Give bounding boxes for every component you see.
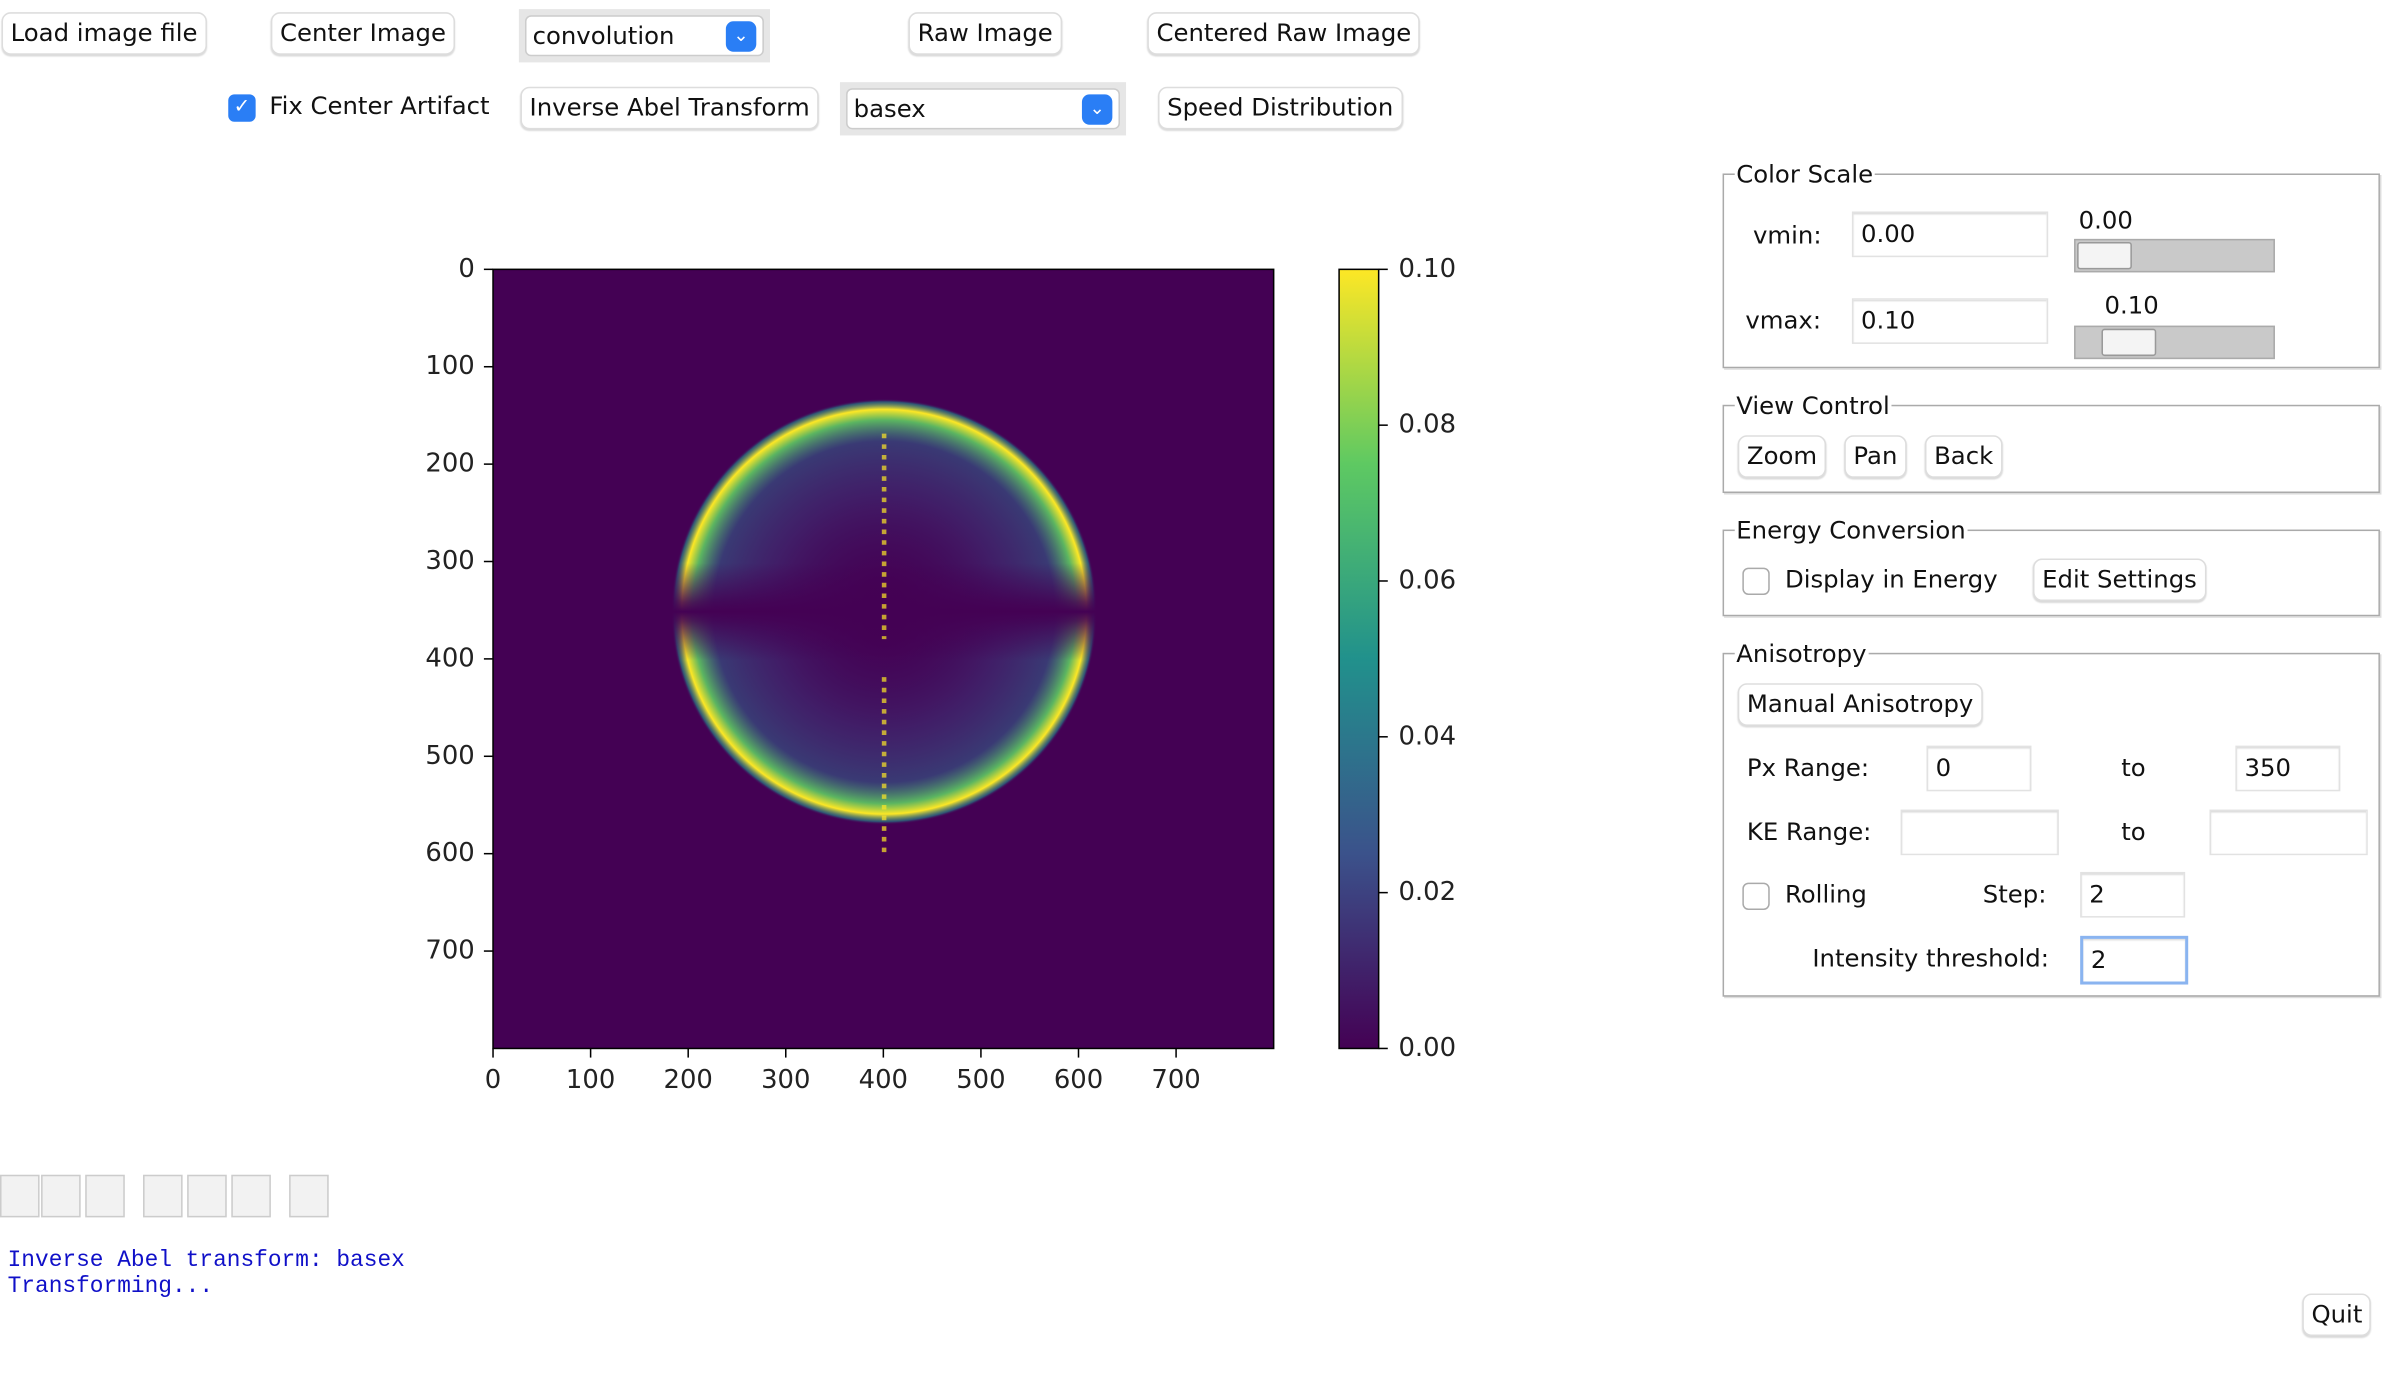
dropdown-value: basex	[853, 94, 926, 124]
colorbar	[1338, 268, 1380, 1050]
anisotropy-group: Anisotropy Manual Anisotropy Px Range: 0…	[1722, 639, 2380, 997]
vmax-input[interactable]: 0.10	[1851, 298, 2049, 344]
inverse-button[interactable]: Inverse Abel Transform	[520, 86, 819, 130]
checkbox[interactable]	[1742, 882, 1770, 910]
field-label: vmin:	[1752, 220, 1822, 250]
field-label: to	[2121, 753, 2146, 783]
x-tick-label: 700	[1151, 1065, 1200, 1095]
checkbox-label: Rolling	[1784, 879, 1867, 909]
x-tick-label: 100	[566, 1065, 615, 1095]
colorbar-tick-label: 0.08	[1398, 410, 1456, 440]
y-tick-label: 0	[458, 254, 474, 284]
chevron: ⌄	[1081, 94, 1113, 125]
image-band	[654, 563, 1111, 661]
y-tick-label: 400	[425, 643, 474, 673]
field-label: Px Range:	[1746, 753, 1870, 783]
y-tick-label: 700	[425, 936, 474, 966]
slider-thumb	[2077, 241, 2132, 270]
y-tick-label: 100	[425, 351, 474, 381]
colorbar-tick-label: 0.10	[1398, 254, 1456, 284]
back-button[interactable]: Back	[1924, 435, 2003, 478]
edit-settings-button[interactable]: Edit Settings	[2032, 558, 2207, 602]
group-title: Color Scale	[1734, 159, 1875, 189]
y-tick-label: 500	[425, 741, 474, 771]
colorbar-tick-label: 0.06	[1398, 565, 1456, 595]
dropdown-value: convolution	[532, 21, 675, 51]
toolbar-icon[interactable]	[289, 1174, 329, 1218]
y-tick-label: 200	[425, 449, 474, 479]
slider-thumb	[2101, 328, 2157, 357]
y-tick-label: 600	[425, 838, 474, 868]
threshold-input[interactable]: 2	[2080, 935, 2189, 985]
x-tick-label: 400	[859, 1065, 908, 1095]
checkbox[interactable]: ✓	[228, 94, 256, 122]
field-label: to	[2121, 817, 2146, 847]
toolbar-icon[interactable]	[231, 1174, 271, 1218]
raw-button[interactable]: Raw Image	[908, 12, 1062, 55]
checkbox-label: Display in Energy	[1784, 564, 1998, 594]
checkbox[interactable]	[1742, 567, 1770, 595]
toolbar-icon[interactable]	[0, 1174, 40, 1218]
toolbar-icon[interactable]	[85, 1174, 125, 1218]
quit-button[interactable]: Quit	[2302, 1293, 2372, 1337]
x-tick-label: 200	[664, 1065, 713, 1095]
y-tick-label: 300	[425, 546, 474, 576]
x-tick-label: 300	[761, 1065, 810, 1095]
group-title: Anisotropy	[1734, 639, 1869, 669]
chevron: ⌄	[725, 21, 757, 52]
toolbar-icon[interactable]	[41, 1174, 81, 1218]
ke-from-input[interactable]	[1900, 809, 2059, 856]
manual-anisotropy-button[interactable]: Manual Anisotropy	[1737, 683, 1983, 726]
slider-value: 0.00	[2078, 205, 2133, 235]
colorbar-tick-label: 0.00	[1398, 1033, 1456, 1063]
status-line: Inverse Abel transform: basex	[7, 1247, 405, 1274]
load-button[interactable]: Load image file	[1, 12, 207, 55]
speed-button[interactable]: Speed Distribution	[1158, 86, 1403, 130]
px-to-input[interactable]: 350	[2235, 745, 2341, 792]
field-label: Intensity threshold:	[1812, 943, 2049, 973]
x-tick-label: 500	[956, 1065, 1005, 1095]
colorbar-tick-label: 0.04	[1398, 721, 1456, 751]
px-from-input[interactable]: 0	[1926, 745, 2032, 792]
toolbar-icon[interactable]	[187, 1174, 227, 1218]
center-button[interactable]: Center Image	[270, 12, 456, 55]
dropdown-field: basex ⌄	[846, 88, 1120, 130]
energy-group: Energy Conversion Display in Energy Edit…	[1722, 515, 2380, 617]
colorbar-tick-label: 0.02	[1398, 877, 1456, 907]
center-method-dropdown[interactable]: convolution ⌄	[518, 9, 770, 63]
field-label: vmax:	[1745, 305, 1822, 335]
zoom-button[interactable]: Zoom	[1737, 435, 1827, 478]
x-tick-label: 0	[485, 1065, 501, 1095]
toolbar-icon[interactable]	[143, 1174, 183, 1218]
dropdown-field: convolution ⌄	[524, 15, 764, 57]
transform-method-dropdown[interactable]: basex ⌄	[839, 82, 1127, 136]
pan-button[interactable]: Pan	[1844, 435, 1907, 478]
field-label: KE Range:	[1746, 817, 1872, 847]
group-title: View Control	[1734, 391, 1892, 420]
view-control-group: View Control Zoom Pan Back	[1722, 391, 2380, 494]
ke-to-input[interactable]	[2209, 809, 2368, 856]
vmin-slider[interactable]	[2074, 238, 2275, 273]
slider-value: 0.10	[2104, 290, 2159, 320]
vmax-slider[interactable]	[2074, 325, 2275, 360]
field-label: Step:	[1982, 879, 2047, 909]
plot: 0 100 200 300 400 500 600 700 0 100 200 300 400 500 60…	[425, 254, 1456, 1095]
status-log: Inverse Abel transform: basex Transformi…	[8, 1248, 405, 1300]
step-input[interactable]: 2	[2080, 871, 2186, 918]
centered-raw-button[interactable]: Centered Raw Image	[1147, 12, 1421, 55]
x-tick-label: 600	[1054, 1065, 1103, 1095]
group-title: Energy Conversion	[1734, 515, 1968, 545]
vmin-input[interactable]: 0.00	[1851, 211, 2049, 258]
color-scale-group: Color Scale vmin: 0.00 0.00 vmax: 0.10 0…	[1722, 159, 2380, 369]
status-line: Transforming...	[7, 1273, 214, 1300]
checkbox-label: Fix Center Artifact	[269, 91, 490, 121]
